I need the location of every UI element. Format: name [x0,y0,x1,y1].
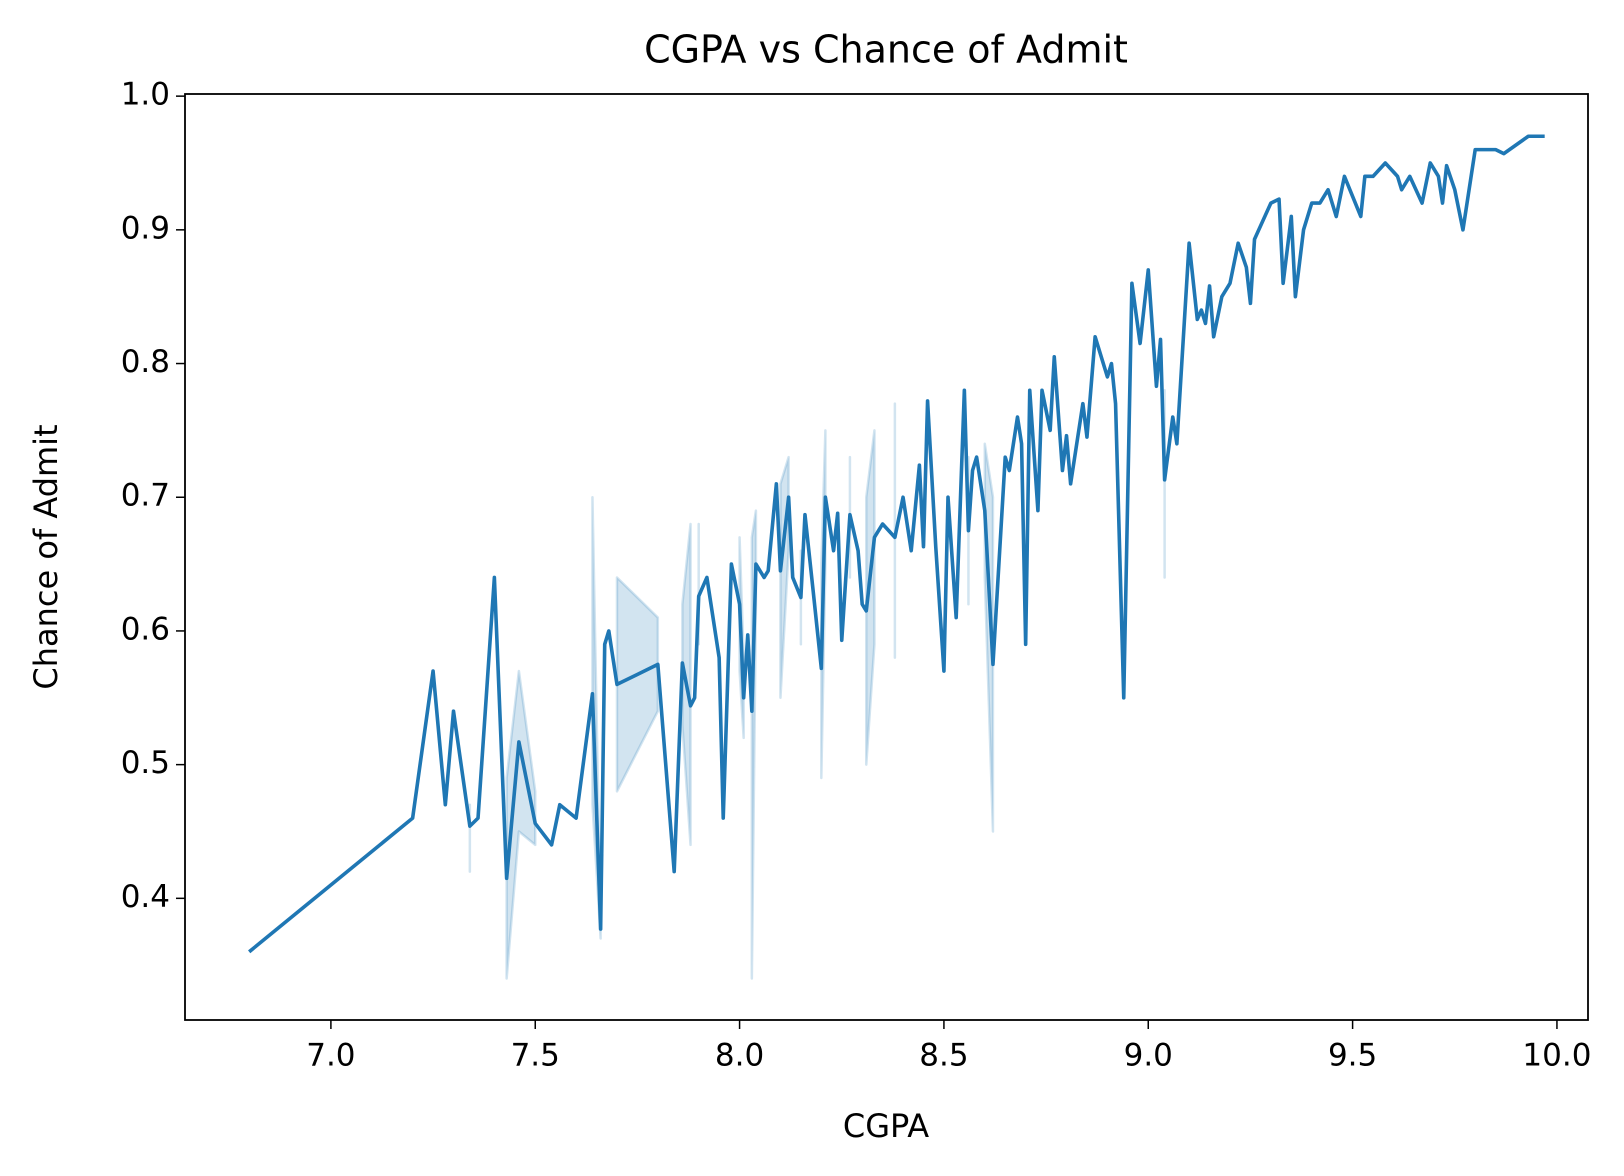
confidence-band [505,669,537,980]
confidence-band [865,429,876,766]
y-tick-label: 0.6 [121,611,170,647]
y-tick-label: 0.8 [121,344,170,380]
x-tick-label: 9.5 [1328,1038,1377,1074]
x-tick-label: 7.5 [511,1038,560,1074]
y-tick-label: 0.5 [121,745,170,781]
y-tick-label: 0.9 [121,210,170,246]
data-line [248,134,1545,954]
x-tick-label: 8.5 [919,1038,968,1074]
confidence-band [615,576,660,793]
y-tick-label: 1.0 [121,77,170,113]
chart-title: CGPA vs Chance of Admit [644,28,1128,72]
plot-frame [184,93,1589,1021]
x-axis-label: CGPA [843,1107,929,1145]
y-tick-label: 0.7 [121,478,170,514]
x-tick-label: 8.0 [715,1038,764,1074]
x-tick-label: 10.0 [1522,1038,1591,1074]
x-tick-label: 9.0 [1124,1038,1173,1074]
y-axis-label: Chance of Admit [27,424,65,689]
y-tick-label: 0.4 [121,879,170,915]
x-tick-label: 7.0 [306,1038,355,1074]
